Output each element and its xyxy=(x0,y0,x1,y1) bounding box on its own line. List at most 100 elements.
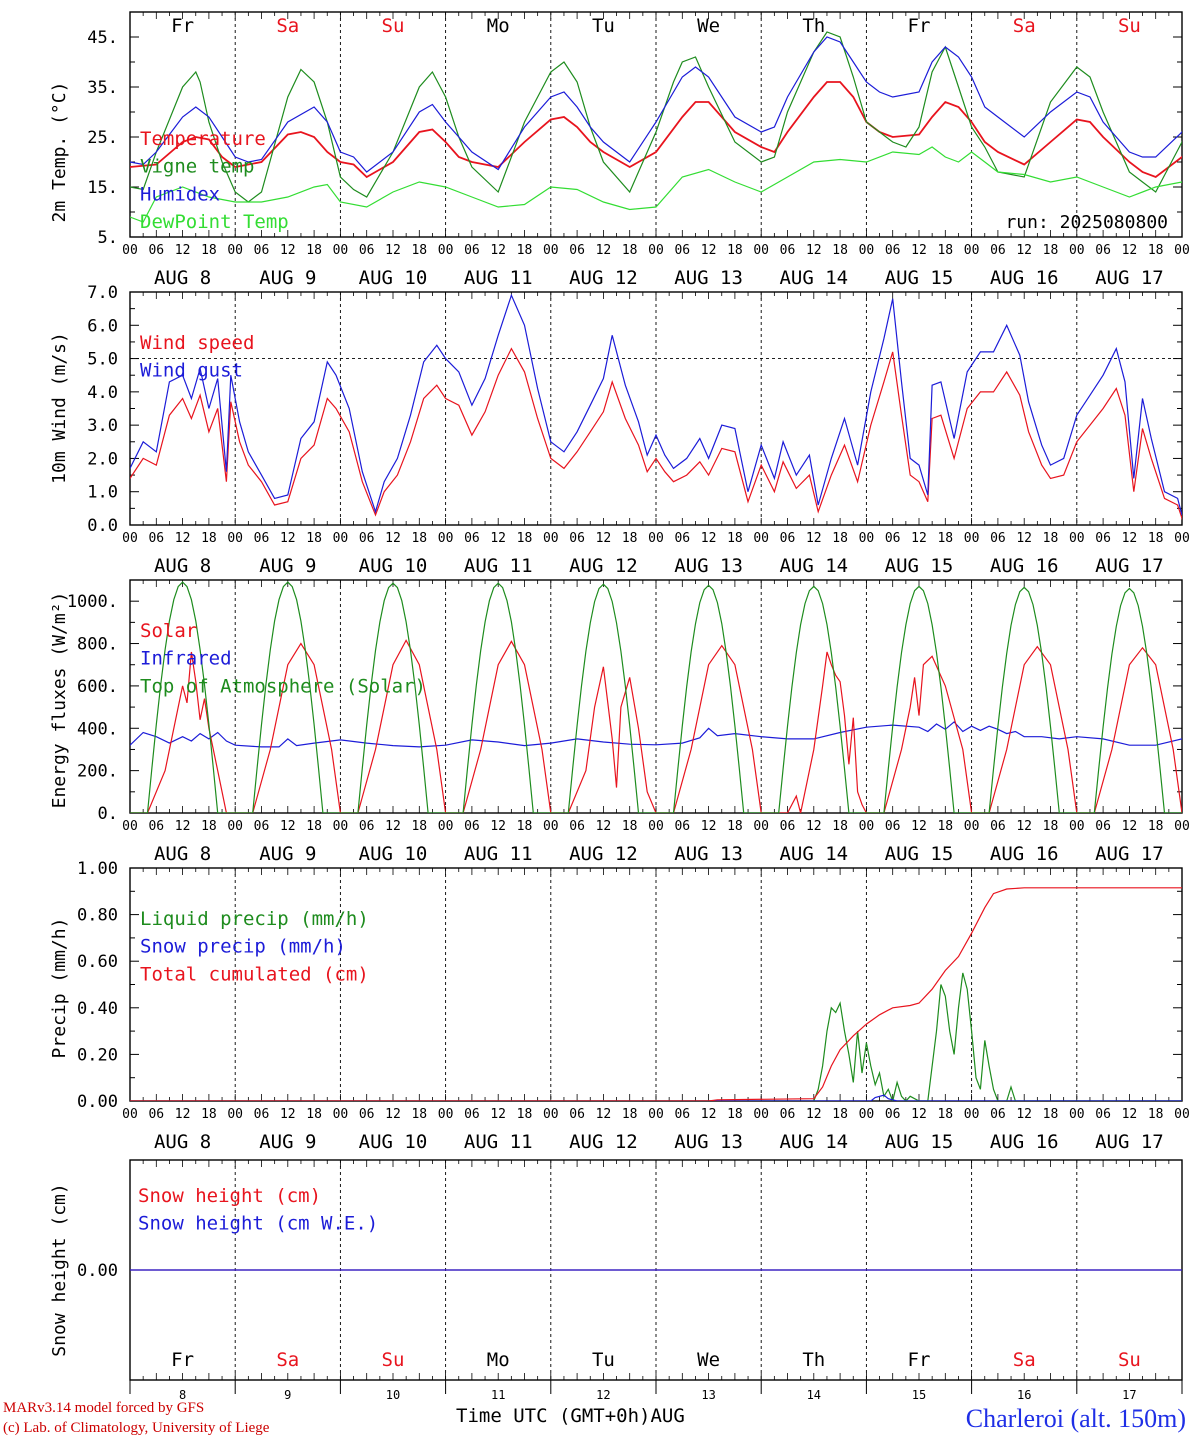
date-label: AUG 15 xyxy=(885,1131,954,1153)
y-tick-label: 600. xyxy=(77,677,118,697)
hour-label: 18 xyxy=(622,1107,638,1122)
hour-label: 00 xyxy=(122,1107,138,1122)
date-label: AUG 17 xyxy=(1095,1131,1164,1153)
x-axis-title-text: Time UTC (GMT+0h) xyxy=(456,1405,651,1427)
y-tick-label: 7.0 xyxy=(87,283,118,303)
hour-label: 18 xyxy=(937,243,953,258)
hour-label: 00 xyxy=(543,1107,559,1122)
legend: Temperature Vigne temp Humidex DewPoint Tem… xyxy=(140,128,289,233)
hour-label: 00 xyxy=(227,243,243,258)
day-label: Fr xyxy=(171,15,194,37)
day-label: Sa xyxy=(1013,1349,1036,1371)
y-tick-label: 1000. xyxy=(67,592,118,612)
hour-label: 18 xyxy=(306,531,322,546)
hour-label: 18 xyxy=(1148,1107,1164,1122)
hour-label: 00 xyxy=(964,531,980,546)
legend-entry: Wind gust xyxy=(140,360,243,382)
day-number: 11 xyxy=(491,1388,505,1402)
y-tick-label: 0.60 xyxy=(77,952,118,972)
date-label: AUG 17 xyxy=(1095,267,1164,289)
hour-label: 00 xyxy=(227,1107,243,1122)
hour-label: 12 xyxy=(701,531,717,546)
series-line-wind-speed xyxy=(130,347,1182,521)
station-label: Charleroi (alt. 150m) xyxy=(965,1404,1186,1433)
day-label: Mo xyxy=(487,1349,510,1371)
date-label: AUG 16 xyxy=(990,555,1059,577)
panel-energy: 0. 200. 400. 600. 800. 1000.Energy fluxes (W/… xyxy=(49,579,1190,865)
hour-label: 06 xyxy=(990,1107,1006,1122)
hour-label: 12 xyxy=(806,1107,822,1122)
hour-label: 18 xyxy=(1043,243,1059,258)
date-label: AUG 15 xyxy=(885,843,954,865)
y-tick-label: 5.0 xyxy=(87,350,118,370)
y-tick-label: 3.0 xyxy=(87,416,118,436)
model-credit: MARv3.14 model forced by GFS xyxy=(3,1400,205,1416)
hour-label: 00 xyxy=(543,243,559,258)
hour-label: 12 xyxy=(1016,531,1032,546)
legend: Liquid precip (mm/h) Snow precip (mm/h) To… xyxy=(140,908,369,985)
hour-label: 06 xyxy=(780,819,796,834)
hour-label: 12 xyxy=(806,819,822,834)
hour-label: 18 xyxy=(201,1107,217,1122)
hour-label: 06 xyxy=(885,1107,901,1122)
hour-label: 12 xyxy=(490,531,506,546)
day-number: 14 xyxy=(807,1388,821,1402)
date-label: AUG 14 xyxy=(779,843,848,865)
hour-label: 06 xyxy=(885,819,901,834)
date-label: AUG 10 xyxy=(359,555,428,577)
hour-label: 12 xyxy=(701,1107,717,1122)
y-tick-label: 0.0 xyxy=(87,516,118,536)
day-label: Sa xyxy=(276,15,299,37)
y-tick-label: 15. xyxy=(87,178,118,198)
hour-label: 00 xyxy=(438,243,454,258)
hour-label: 12 xyxy=(596,243,612,258)
hour-label: 18 xyxy=(937,1107,953,1122)
legend: Wind speed Wind gust xyxy=(140,332,254,382)
hour-label: 00 xyxy=(543,819,559,834)
day-label: Su xyxy=(1118,15,1141,37)
hour-label: 06 xyxy=(359,819,375,834)
hour-label: 00 xyxy=(859,819,875,834)
hour-label: 18 xyxy=(517,819,533,834)
hour-label: 00 xyxy=(122,243,138,258)
date-label: AUG 13 xyxy=(674,1131,743,1153)
hour-label: 06 xyxy=(1095,819,1111,834)
date-label: AUG 15 xyxy=(885,555,954,577)
hour-label: 12 xyxy=(596,531,612,546)
series-line-humidex xyxy=(130,36,1182,173)
y-tick-label: 6.0 xyxy=(87,316,118,336)
hour-label: 06 xyxy=(990,531,1006,546)
hour-label: 06 xyxy=(464,1107,480,1122)
hour-label: 06 xyxy=(359,531,375,546)
hour-label: 00 xyxy=(333,819,349,834)
hour-label: 12 xyxy=(911,1107,927,1122)
y-tick-label: 1.0 xyxy=(87,483,118,503)
date-label: AUG 10 xyxy=(359,843,428,865)
y-tick-label: 1.00 xyxy=(77,859,118,879)
date-label: AUG 14 xyxy=(779,555,848,577)
date-label: AUG 11 xyxy=(464,555,533,577)
series-line-top-of-atmosphere-solar- xyxy=(130,581,1182,813)
hour-label: 18 xyxy=(1148,819,1164,834)
day-label: Fr xyxy=(908,1349,931,1371)
day-label: Th xyxy=(802,1349,825,1371)
hour-label: 00 xyxy=(753,531,769,546)
hour-label: 18 xyxy=(727,243,743,258)
hour-label: 00 xyxy=(438,819,454,834)
y-axis-label: Energy fluxes (W/m²) xyxy=(49,592,70,809)
hour-label: 18 xyxy=(622,819,638,834)
run-label: run: 2025080800 xyxy=(1005,212,1168,233)
series-line-solar xyxy=(130,639,1182,813)
day-number: 17 xyxy=(1122,1388,1136,1402)
hour-label: 00 xyxy=(438,531,454,546)
date-label: AUG 10 xyxy=(359,267,428,289)
hour-label: 18 xyxy=(411,243,427,258)
hour-label: 06 xyxy=(674,243,690,258)
day-number: 16 xyxy=(1017,1388,1031,1402)
y-tick-label: 25. xyxy=(87,128,118,148)
hour-label: 00 xyxy=(1069,1107,1085,1122)
hour-label: 18 xyxy=(1043,1107,1059,1122)
day-label: Fr xyxy=(171,1349,194,1371)
hour-label: 12 xyxy=(1122,819,1138,834)
